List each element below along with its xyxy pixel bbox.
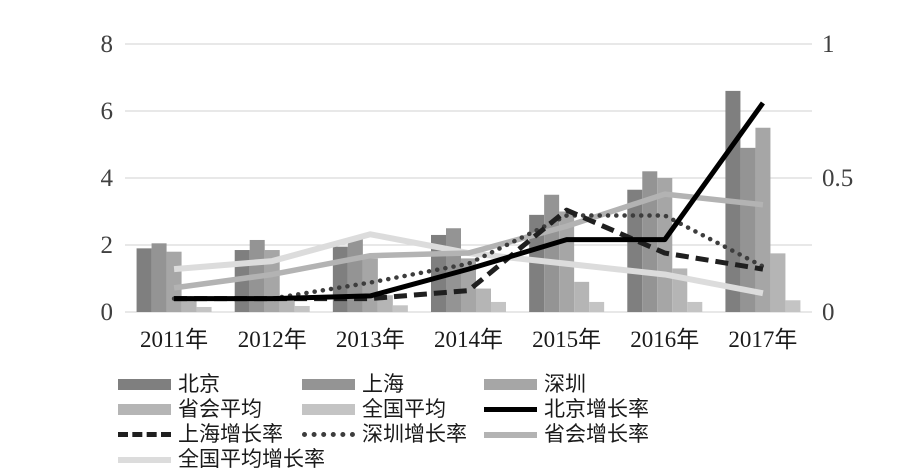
y-right-tick: 0.5 <box>822 165 853 192</box>
legend-label: 北京增长率 <box>544 397 649 421</box>
legend-item-省会增长率: 省会增长率 <box>484 422 908 447</box>
legend-bar-swatch <box>484 379 537 390</box>
legend-item-省会平均: 省会平均 <box>118 397 302 422</box>
bar-全国平均-2012年 <box>294 305 310 312</box>
legend: 北京 上海 深圳省会平均 全国平均 北京增长率上海增长率 深圳增长率 省会增长率全国平均增长… <box>118 372 908 472</box>
legend-bar-swatch <box>302 404 355 415</box>
legend-bar-swatch <box>118 404 171 415</box>
y-left-tick: 2 <box>101 232 114 259</box>
bar-省会平均-2017年 <box>770 253 786 312</box>
legend-item-深圳增长率: 深圳增长率 <box>302 422 484 447</box>
bar-北京-2011年 <box>136 248 152 312</box>
bar-全国平均-2016年 <box>687 301 703 312</box>
legend-bar-swatch <box>118 379 171 390</box>
legend-label: 全国平均 <box>362 397 446 421</box>
legend-item-全国平均: 全国平均 <box>302 397 484 422</box>
legend-label: 北京 <box>178 372 220 396</box>
bar-全国平均-2011年 <box>196 306 212 312</box>
line-上海增长率 <box>174 207 764 302</box>
legend-label: 全国平均增长率 <box>178 447 325 471</box>
x-tick-2015年: 2015年 <box>532 327 601 352</box>
bar-省会平均-2014年 <box>476 288 491 312</box>
bar-北京-2016年 <box>627 189 643 312</box>
y-left-tick: 6 <box>101 98 114 125</box>
legend-label: 上海 <box>362 372 404 396</box>
line-省会增长率 <box>173 191 764 291</box>
legend-line-swatch <box>484 431 537 438</box>
legend-label: 省会增长率 <box>544 422 649 446</box>
legend-item-上海增长率: 上海增长率 <box>118 422 302 447</box>
lines <box>171 101 766 302</box>
bar-全国平均-2017年 <box>785 300 801 312</box>
legend-item-北京: 北京 <box>118 372 302 397</box>
x-tick-2012年: 2012年 <box>238 327 307 352</box>
y-left-tick: 4 <box>101 165 114 192</box>
y-left-tick: 0 <box>101 299 114 326</box>
legend-item-深圳: 深圳 <box>484 372 908 397</box>
y-axis-left-labels: 0 2 4 6 8 <box>101 31 114 326</box>
legend-line-swatch <box>118 432 171 437</box>
legend-bar-swatch <box>302 379 355 390</box>
bar-深圳-2017年 <box>755 127 771 312</box>
legend-item-北京增长率: 北京增长率 <box>484 397 908 422</box>
bar-全国平均-2014年 <box>491 301 506 312</box>
legend-label: 深圳增长率 <box>362 422 467 446</box>
x-axis-labels: 2011年 2012年 2013年 2014年 2015年 2016年 2017年 <box>140 327 797 352</box>
bar-全国平均-2015年 <box>589 301 605 312</box>
legend-label: 省会平均 <box>178 397 262 421</box>
legend-label: 上海增长率 <box>178 422 283 446</box>
x-tick-2013年: 2013年 <box>336 327 405 352</box>
bar-上海-2017年 <box>740 147 756 312</box>
legend-item-全国平均增长率: 全国平均增长率 <box>118 447 325 472</box>
bar-省会平均-2011年 <box>181 298 197 312</box>
legend-line-swatch <box>484 407 537 412</box>
x-tick-2011年: 2011年 <box>140 327 208 352</box>
bar-全国平均-2013年 <box>392 305 408 312</box>
y-axis-right-labels: 00.51 <box>822 31 853 326</box>
bar-北京-2013年 <box>332 246 348 312</box>
bar-上海-2011年 <box>151 243 167 312</box>
bar-深圳-2011年 <box>166 251 182 312</box>
legend-label: 深圳 <box>544 372 586 396</box>
y-right-tick: 1 <box>822 31 835 58</box>
bar-省会平均-2015年 <box>574 281 590 312</box>
y-left-tick: 8 <box>101 31 114 58</box>
x-tick-2017年: 2017年 <box>728 327 797 352</box>
legend-line-swatch <box>302 432 355 437</box>
x-tick-2016年: 2016年 <box>630 327 699 352</box>
bar-深圳-2016年 <box>657 178 673 312</box>
legend-line-swatch <box>118 456 171 463</box>
legend-item-上海: 上海 <box>302 372 484 397</box>
bar-上海-2015年 <box>544 194 560 312</box>
y-right-tick: 0 <box>822 299 835 326</box>
x-tick-2014年: 2014年 <box>434 327 503 352</box>
line-北京增长率 <box>174 101 765 302</box>
